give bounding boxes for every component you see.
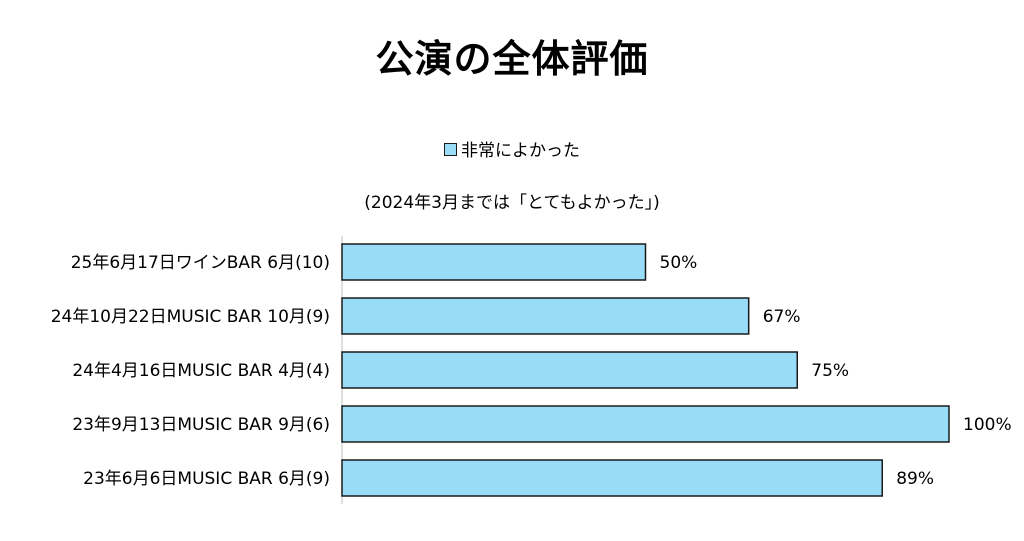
data-label: 50%	[660, 253, 698, 273]
chart-title: 公演の全体評価	[375, 37, 649, 81]
legend-label: 非常によかった	[461, 141, 580, 161]
data-label: 89%	[896, 469, 934, 489]
chart-subtitle: (2024年3月までは「とてもよかった」)	[364, 193, 660, 213]
bar	[341, 351, 798, 389]
category-label: 24年10月22日MUSIC BAR 10月(9)	[51, 307, 330, 327]
bar	[341, 297, 750, 335]
bar	[341, 459, 883, 497]
category-label: 23年9月13日MUSIC BAR 9月(6)	[72, 415, 330, 435]
bar	[341, 243, 647, 281]
data-label: 67%	[763, 307, 801, 327]
category-label: 24年4月16日MUSIC BAR 4月(4)	[72, 361, 330, 381]
category-label: 23年6月6日MUSIC BAR 6月(9)	[83, 469, 330, 489]
bar	[341, 405, 950, 443]
legend-swatch	[444, 142, 457, 156]
category-label: 25年6月17日ワインBAR 6月(10)	[71, 253, 330, 273]
data-label: 100%	[963, 415, 1012, 435]
data-label: 75%	[811, 361, 849, 381]
legend: 非常によかった	[0, 136, 1024, 161]
